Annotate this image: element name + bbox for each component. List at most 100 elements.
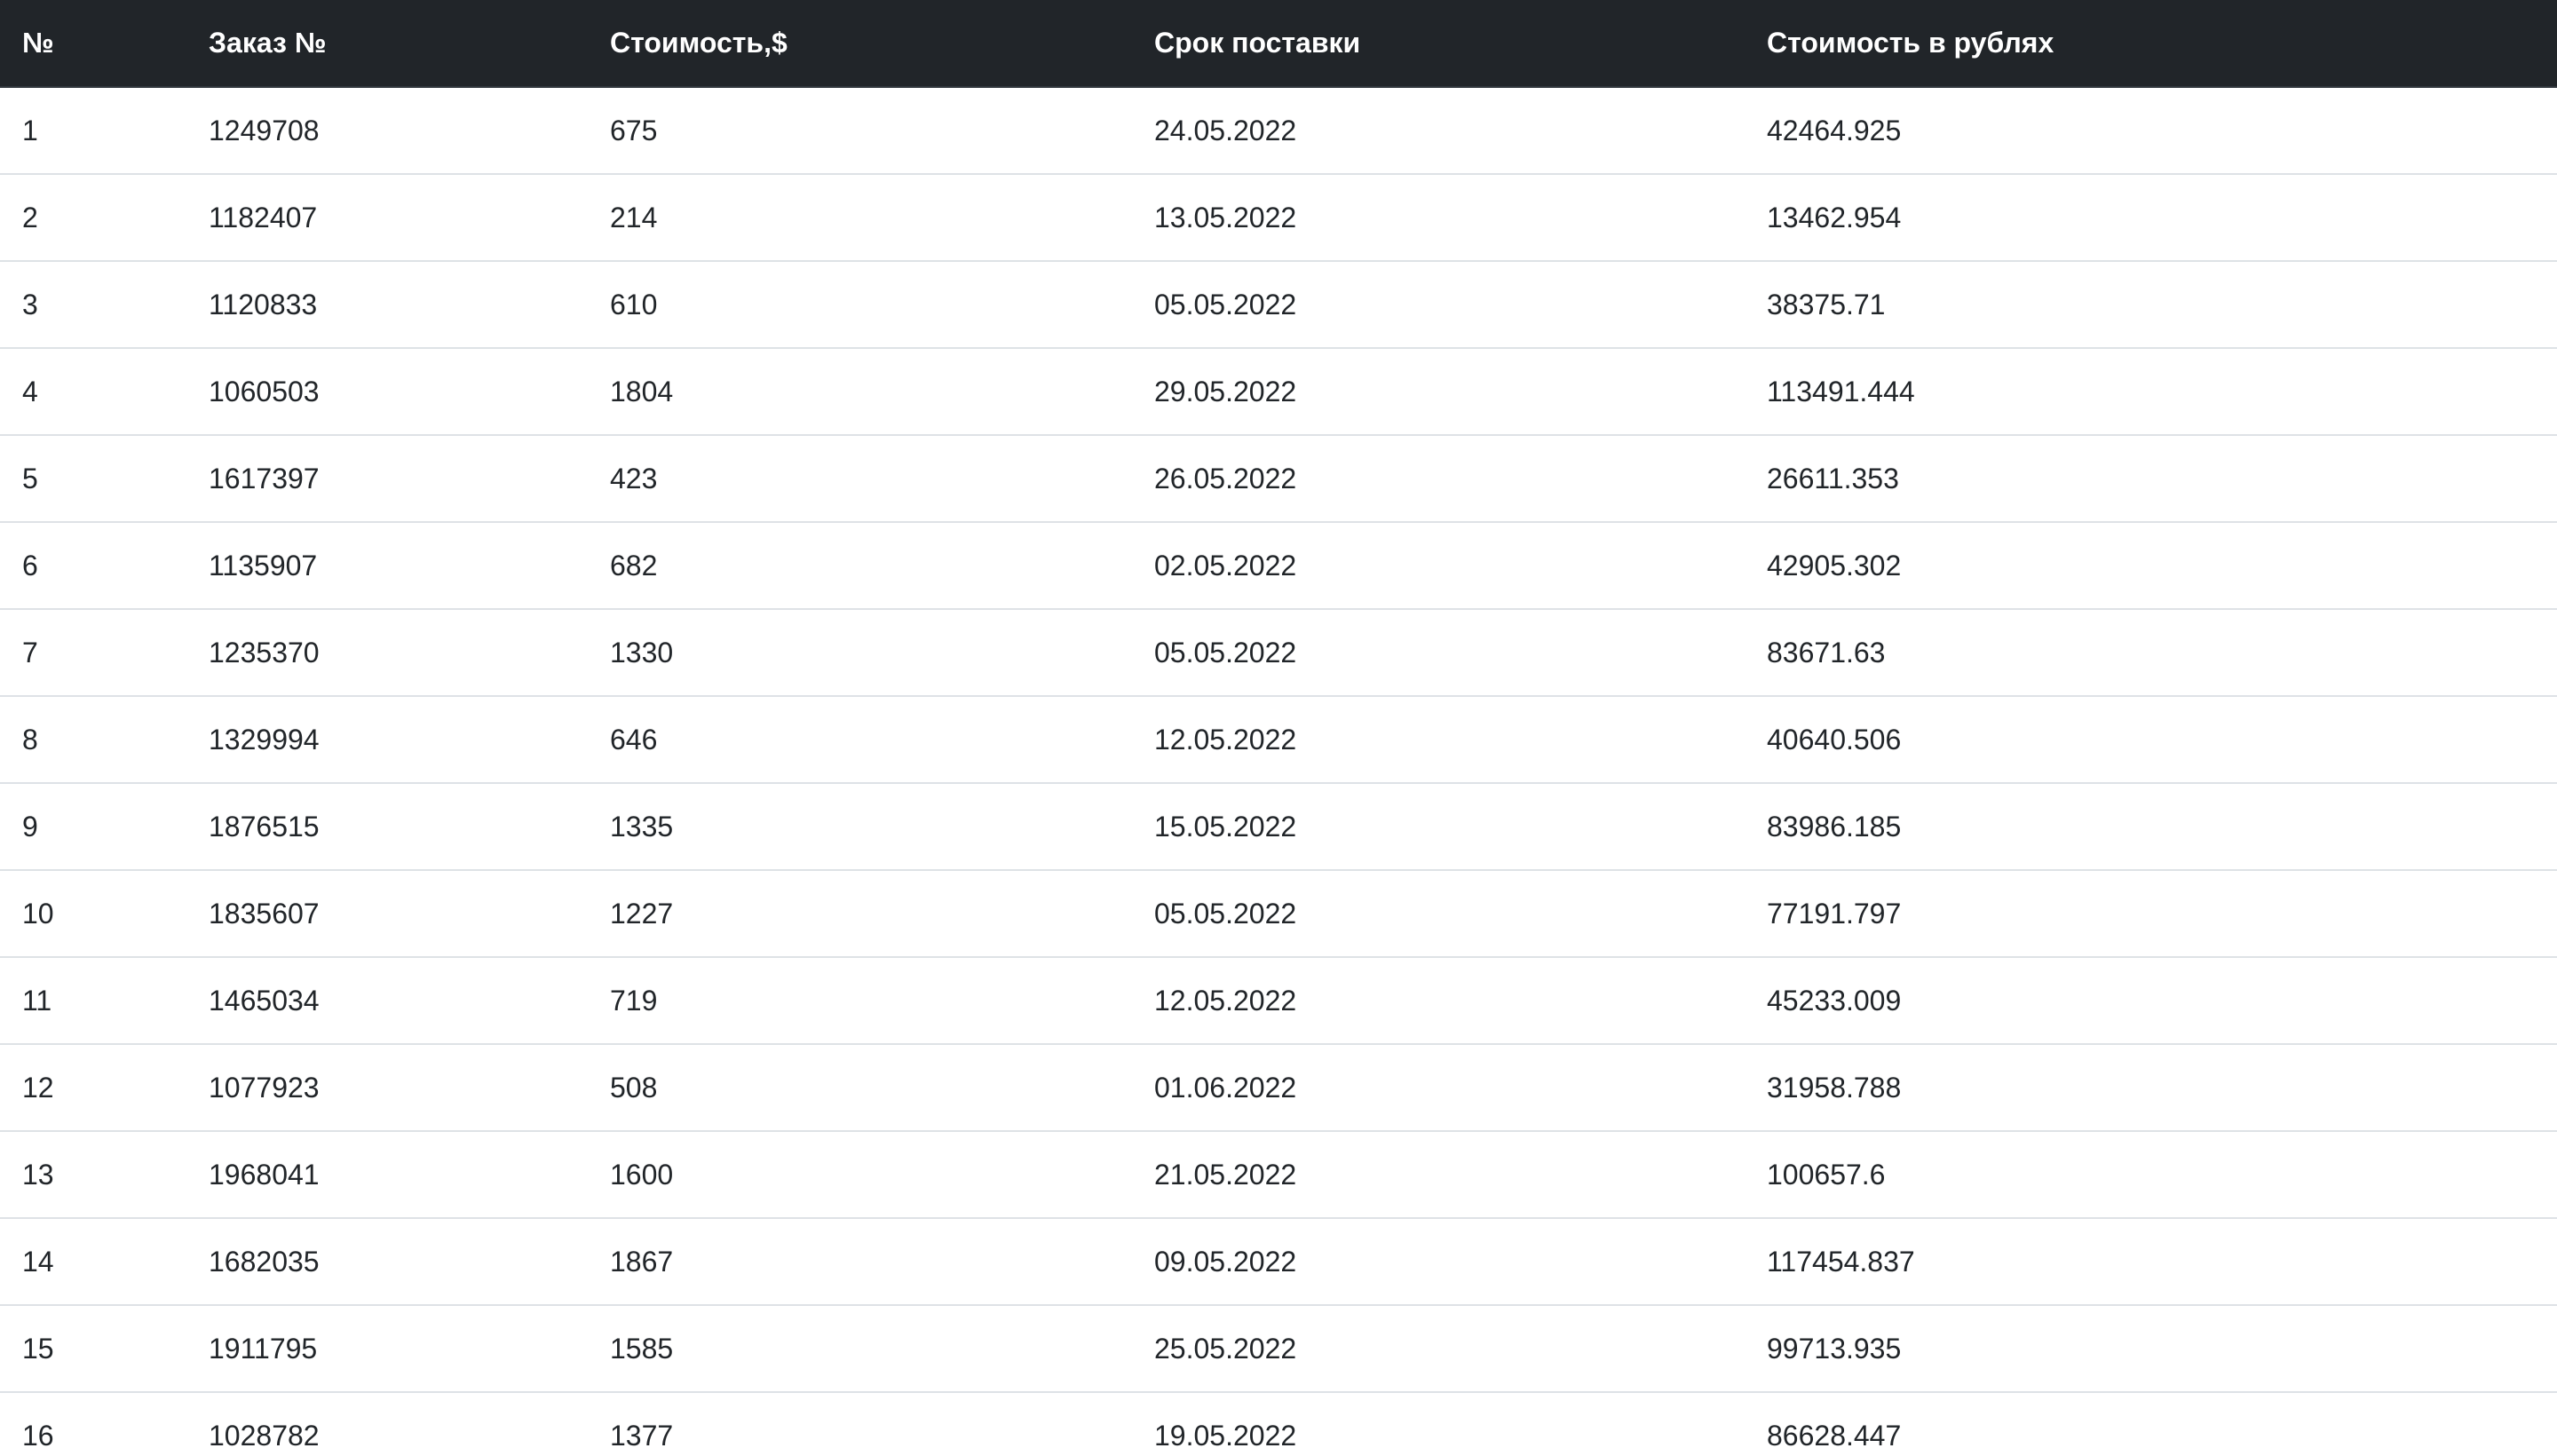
- table-row: 4 1060503 1804 29.05.2022 113491.444: [0, 348, 2557, 436]
- table-row: 15 1911795 1585 25.05.2022 99713.935: [0, 1305, 2557, 1393]
- table-row: 8 1329994 646 12.05.2022 40640.506: [0, 696, 2557, 784]
- cell-order-id: 1249708: [186, 87, 588, 175]
- cell-cost-rub: 83986.185: [1745, 783, 2557, 871]
- table-row: 10 1835607 1227 05.05.2022 77191.797: [0, 870, 2557, 958]
- cell-number: 2: [0, 174, 186, 262]
- table-row: 9 1876515 1335 15.05.2022 83986.185: [0, 783, 2557, 871]
- cell-number: 9: [0, 783, 186, 871]
- cell-delivery-date: 24.05.2022: [1132, 87, 1745, 175]
- cell-order-id: 1617397: [186, 435, 588, 523]
- cell-cost-usd: 1600: [588, 1131, 1132, 1219]
- cell-cost-rub: 13462.954: [1745, 174, 2557, 262]
- cell-cost-rub: 83671.63: [1745, 609, 2557, 697]
- header-cost-usd: Стоимость,$: [588, 0, 1132, 88]
- cell-cost-rub: 40640.506: [1745, 696, 2557, 784]
- cell-cost-usd: 1804: [588, 348, 1132, 436]
- cell-delivery-date: 01.06.2022: [1132, 1044, 1745, 1132]
- cell-delivery-date: 12.05.2022: [1132, 696, 1745, 784]
- cell-delivery-date: 05.05.2022: [1132, 261, 1745, 349]
- cell-order-id: 1235370: [186, 609, 588, 697]
- table-row: 16 1028782 1377 19.05.2022 86628.447: [0, 1392, 2557, 1456]
- cell-cost-usd: 214: [588, 174, 1132, 262]
- cell-cost-rub: 99713.935: [1745, 1305, 2557, 1393]
- cell-order-id: 1182407: [186, 174, 588, 262]
- cell-order-id: 1911795: [186, 1305, 588, 1393]
- cell-order-id: 1835607: [186, 870, 588, 958]
- cell-cost-rub: 26611.353: [1745, 435, 2557, 523]
- cell-order-id: 1465034: [186, 957, 588, 1045]
- cell-delivery-date: 15.05.2022: [1132, 783, 1745, 871]
- cell-number: 3: [0, 261, 186, 349]
- table-row: 13 1968041 1600 21.05.2022 100657.6: [0, 1131, 2557, 1219]
- cell-order-id: 1968041: [186, 1131, 588, 1219]
- cell-cost-rub: 45233.009: [1745, 957, 2557, 1045]
- cell-order-id: 1120833: [186, 261, 588, 349]
- cell-cost-rub: 38375.71: [1745, 261, 2557, 349]
- cell-delivery-date: 13.05.2022: [1132, 174, 1745, 262]
- cell-delivery-date: 09.05.2022: [1132, 1218, 1745, 1306]
- cell-cost-rub: 113491.444: [1745, 348, 2557, 436]
- cell-cost-usd: 675: [588, 87, 1132, 175]
- cell-cost-usd: 646: [588, 696, 1132, 784]
- cell-delivery-date: 21.05.2022: [1132, 1131, 1745, 1219]
- table-row: 6 1135907 682 02.05.2022 42905.302: [0, 522, 2557, 610]
- cell-cost-usd: 423: [588, 435, 1132, 523]
- cell-delivery-date: 12.05.2022: [1132, 957, 1745, 1045]
- cell-cost-rub: 117454.837: [1745, 1218, 2557, 1306]
- cell-order-id: 1135907: [186, 522, 588, 610]
- cell-number: 7: [0, 609, 186, 697]
- cell-number: 14: [0, 1218, 186, 1306]
- cell-order-id: 1876515: [186, 783, 588, 871]
- cell-order-id: 1329994: [186, 696, 588, 784]
- cell-number: 1: [0, 87, 186, 175]
- cell-number: 15: [0, 1305, 186, 1393]
- cell-order-id: 1060503: [186, 348, 588, 436]
- cell-number: 4: [0, 348, 186, 436]
- cell-cost-usd: 719: [588, 957, 1132, 1045]
- cell-order-id: 1682035: [186, 1218, 588, 1306]
- cell-cost-usd: 1585: [588, 1305, 1132, 1393]
- cell-number: 16: [0, 1392, 186, 1456]
- table-row: 3 1120833 610 05.05.2022 38375.71: [0, 261, 2557, 349]
- cell-cost-usd: 1335: [588, 783, 1132, 871]
- header-cost-rub: Стоимость в рублях: [1745, 0, 2557, 88]
- cell-order-id: 1077923: [186, 1044, 588, 1132]
- cell-cost-usd: 1227: [588, 870, 1132, 958]
- cell-cost-rub: 42464.925: [1745, 87, 2557, 175]
- cell-delivery-date: 19.05.2022: [1132, 1392, 1745, 1456]
- cell-delivery-date: 25.05.2022: [1132, 1305, 1745, 1393]
- table-row: 1 1249708 675 24.05.2022 42464.925: [0, 87, 2557, 175]
- cell-cost-rub: 42905.302: [1745, 522, 2557, 610]
- cell-number: 6: [0, 522, 186, 610]
- cell-number: 10: [0, 870, 186, 958]
- cell-delivery-date: 02.05.2022: [1132, 522, 1745, 610]
- cell-cost-usd: 682: [588, 522, 1132, 610]
- table-row: 7 1235370 1330 05.05.2022 83671.63: [0, 609, 2557, 697]
- cell-delivery-date: 05.05.2022: [1132, 609, 1745, 697]
- table-header: № Заказ № Стоимость,$ Срок поставки Стои…: [0, 0, 2557, 88]
- cell-cost-usd: 508: [588, 1044, 1132, 1132]
- cell-number: 5: [0, 435, 186, 523]
- cell-cost-usd: 1867: [588, 1218, 1132, 1306]
- table-body: 1 1249708 675 24.05.2022 42464.925 2 1182407 21…: [0, 87, 2557, 1456]
- table-row: 14 1682035 1867 09.05.2022 117454.837: [0, 1218, 2557, 1306]
- cell-delivery-date: 05.05.2022: [1132, 870, 1745, 958]
- cell-cost-usd: 610: [588, 261, 1132, 349]
- table-row: 5 1617397 423 26.05.2022 26611.353: [0, 435, 2557, 523]
- cell-cost-usd: 1330: [588, 609, 1132, 697]
- cell-cost-rub: 86628.447: [1745, 1392, 2557, 1456]
- table-row: 11 1465034 719 12.05.2022 45233.009: [0, 957, 2557, 1045]
- cell-order-id: 1028782: [186, 1392, 588, 1456]
- cell-number: 8: [0, 696, 186, 784]
- cell-number: 12: [0, 1044, 186, 1132]
- cell-cost-usd: 1377: [588, 1392, 1132, 1456]
- table-row: 12 1077923 508 01.06.2022 31958.788: [0, 1044, 2557, 1132]
- cell-number: 13: [0, 1131, 186, 1219]
- header-row: № Заказ № Стоимость,$ Срок поставки Стои…: [0, 0, 2557, 88]
- cell-cost-rub: 31958.788: [1745, 1044, 2557, 1132]
- header-number: №: [0, 0, 186, 88]
- header-delivery-date: Срок поставки: [1132, 0, 1745, 88]
- cell-number: 11: [0, 957, 186, 1045]
